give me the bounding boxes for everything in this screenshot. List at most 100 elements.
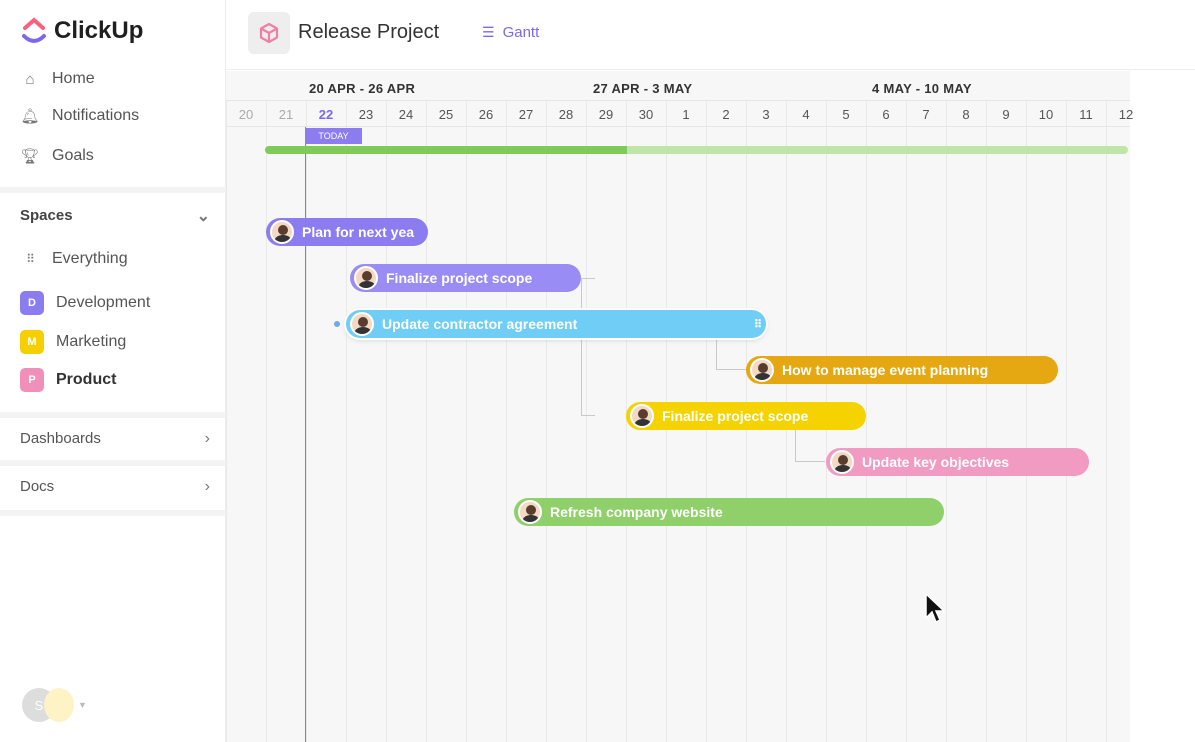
day-label: 4 xyxy=(802,107,810,122)
caret-down-icon: ▼ xyxy=(78,700,87,710)
sidebar: ClickUp ⌂ Home 🔔︎ Notifications 🏆︎ Goals Sp… xyxy=(0,0,226,742)
cube-icon xyxy=(248,12,290,54)
assignee-avatar xyxy=(750,358,774,382)
day-label: 21 xyxy=(278,107,294,122)
day-column xyxy=(346,100,386,742)
dependency-dot[interactable] xyxy=(334,321,340,327)
space-product[interactable]: P Product xyxy=(20,368,116,392)
task-bar[interactable]: Finalize project scope xyxy=(350,264,581,292)
assignee-avatar xyxy=(518,500,542,524)
week-label: 27 APR - 3 MAY xyxy=(593,81,693,96)
day-column xyxy=(386,100,426,742)
nav-label: Dashboards xyxy=(20,430,101,447)
day-label: 2 xyxy=(722,107,730,122)
space-badge: P xyxy=(20,368,44,392)
week-label: 4 MAY - 10 MAY xyxy=(872,81,972,96)
space-label: Everything xyxy=(52,250,128,267)
nav-home[interactable]: ⌂ Home xyxy=(20,70,95,88)
brand-name: ClickUp xyxy=(54,17,144,44)
task-bar[interactable]: How to manage event planning xyxy=(746,356,1058,384)
nav-label: Goals xyxy=(52,147,94,164)
tab-label: Gantt xyxy=(502,24,540,41)
space-label: Development xyxy=(56,294,151,311)
day-column xyxy=(1106,100,1146,742)
task-label: Update contractor agreement xyxy=(382,316,578,332)
nav-notifications[interactable]: 🔔︎ Notifications xyxy=(20,107,139,125)
trophy-icon: 🏆︎ xyxy=(20,148,40,165)
day-label: 10 xyxy=(1038,107,1054,122)
resize-handle-icon[interactable]: ⠿ xyxy=(753,318,762,331)
space-label: Marketing xyxy=(56,333,127,350)
day-column xyxy=(506,100,546,742)
day-column xyxy=(466,100,506,742)
day-column xyxy=(306,100,346,742)
dependency-line xyxy=(581,278,595,416)
today-line xyxy=(305,127,306,742)
clickup-logo[interactable]: ClickUp xyxy=(20,16,143,46)
mouse-cursor-icon xyxy=(925,592,946,624)
day-label: 22 xyxy=(318,107,334,122)
space-everything[interactable]: ⠿ Everything xyxy=(20,250,128,268)
divider xyxy=(226,126,1130,127)
nav-goals[interactable]: 🏆︎ Goals xyxy=(20,147,94,165)
clickup-logo-icon xyxy=(22,17,46,43)
assignee-avatar xyxy=(270,220,294,244)
nav-label: Home xyxy=(52,70,95,87)
header: Release Project ☰ Gantt xyxy=(226,0,1195,70)
page-title: Release Project xyxy=(298,21,440,43)
day-column xyxy=(946,100,986,742)
day-column xyxy=(866,100,906,742)
assignee-avatar xyxy=(350,312,374,336)
day-label: 24 xyxy=(398,107,414,122)
task-label: Finalize project scope xyxy=(662,408,809,424)
divider xyxy=(226,100,1130,101)
project-progress-bar xyxy=(265,146,1128,154)
task-bar[interactable]: Plan for next yea xyxy=(266,218,428,246)
task-label: Plan for next yea xyxy=(302,224,415,240)
task-bar[interactable]: Refresh company website xyxy=(514,498,944,526)
bell-icon: 🔔︎ xyxy=(20,108,40,125)
day-label: 27 xyxy=(518,107,534,122)
task-label: How to manage event planning xyxy=(782,362,989,378)
day-label: 23 xyxy=(358,107,374,122)
user-menu[interactable]: S ▼ xyxy=(22,688,87,722)
task-bar[interactable]: Update key objectives xyxy=(826,448,1089,476)
task-bar[interactable]: Update contractor agreement ⠿ xyxy=(346,310,766,338)
day-column xyxy=(226,100,266,742)
day-label: 3 xyxy=(762,107,770,122)
home-icon: ⌂ xyxy=(25,70,35,88)
grid-icon: ⠿ xyxy=(26,252,35,266)
day-label: 28 xyxy=(558,107,574,122)
space-development[interactable]: D Development xyxy=(20,291,150,315)
task-label: Refresh company website xyxy=(550,504,723,520)
day-label: 7 xyxy=(922,107,930,122)
nav-label: Docs xyxy=(20,478,55,495)
day-column xyxy=(426,100,466,742)
spaces-header[interactable]: Spaces ⌄ xyxy=(20,207,210,225)
chevron-right-icon: › xyxy=(204,429,210,447)
day-label: 11 xyxy=(1079,107,1093,122)
day-label: 8 xyxy=(962,107,970,122)
divider xyxy=(0,510,226,516)
day-column xyxy=(546,100,586,742)
day-column xyxy=(1066,100,1106,742)
main: Release Project ☰ Gantt 20 APR - 26 APR 27… xyxy=(226,0,1195,742)
day-label: 20 xyxy=(238,107,254,122)
day-label: 29 xyxy=(598,107,614,122)
tab-gantt[interactable]: ☰ Gantt xyxy=(482,24,539,41)
day-label: 1 xyxy=(682,107,690,122)
chevron-right-icon: › xyxy=(204,477,210,495)
day-column xyxy=(906,100,946,742)
today-badge: TODAY xyxy=(305,128,362,144)
nav-docs[interactable]: Docs › xyxy=(20,477,210,496)
task-label: Update key objectives xyxy=(862,454,1010,470)
nav-label: Notifications xyxy=(52,107,140,124)
space-marketing[interactable]: M Marketing xyxy=(20,330,126,354)
nav-dashboards[interactable]: Dashboards › xyxy=(20,429,210,448)
assignee-avatar xyxy=(830,450,854,474)
week-label: 20 APR - 26 APR xyxy=(309,81,416,96)
task-bar[interactable]: Finalize project scope xyxy=(626,402,866,430)
day-label: 12 xyxy=(1118,107,1134,122)
divider xyxy=(0,460,226,466)
progress-fill xyxy=(265,146,628,154)
